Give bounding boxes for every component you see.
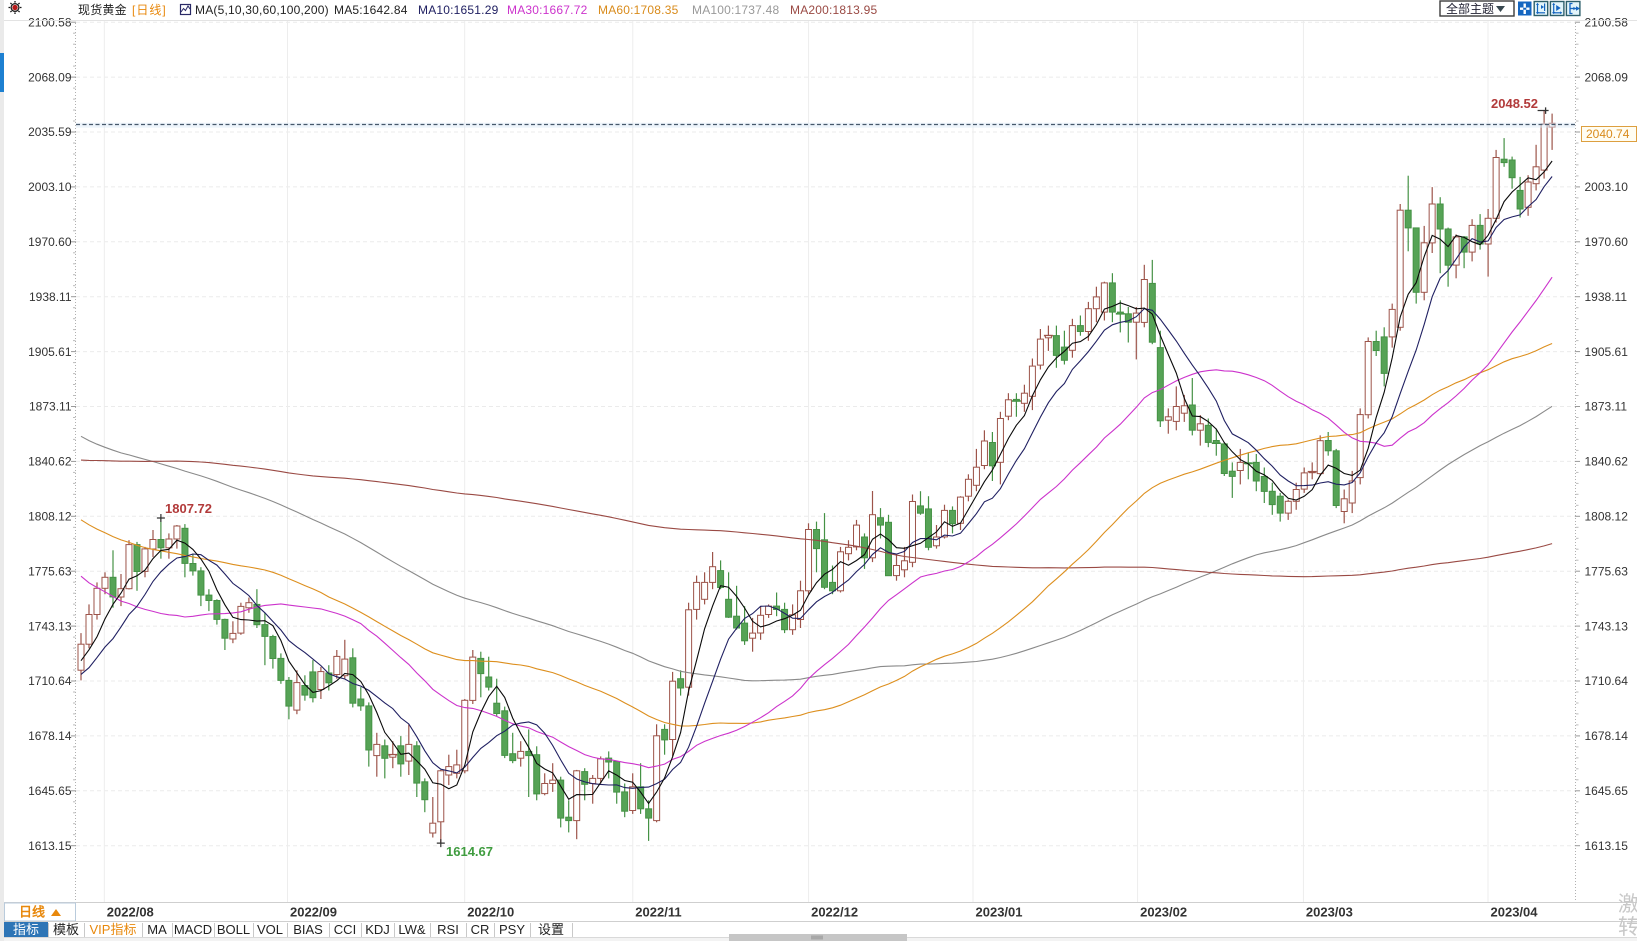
svg-text:现货黄金: 现货黄金 (78, 2, 127, 17)
svg-text:激石: 激石 (1618, 893, 1637, 916)
svg-text:模板: 模板 (53, 922, 79, 937)
svg-text:2022/12: 2022/12 (811, 905, 858, 920)
svg-text:2100.58: 2100.58 (28, 15, 72, 29)
svg-text:2003.10: 2003.10 (28, 180, 72, 194)
svg-text:MA5:1642.84: MA5:1642.84 (334, 3, 408, 17)
svg-text:1938.11: 1938.11 (1585, 290, 1628, 304)
svg-text:2023/04: 2023/04 (1491, 905, 1539, 920)
svg-text:1873.11: 1873.11 (29, 400, 72, 414)
svg-text:1970.60: 1970.60 (28, 235, 72, 249)
svg-text:1678.14: 1678.14 (28, 729, 72, 743)
svg-text:1645.65: 1645.65 (28, 784, 72, 798)
svg-text:1613.15: 1613.15 (28, 839, 72, 853)
svg-text:1938.11: 1938.11 (29, 290, 72, 304)
svg-text:2100.58: 2100.58 (1585, 15, 1629, 29)
svg-text:[日线]: [日线] (132, 3, 167, 17)
svg-text:1775.63: 1775.63 (28, 564, 72, 578)
svg-text:1807.72: 1807.72 (165, 501, 212, 516)
svg-text:CR: CR (471, 922, 490, 937)
svg-text:RSI: RSI (437, 922, 459, 937)
svg-text:1840.62: 1840.62 (28, 455, 72, 469)
svg-text:转载: 转载 (1618, 916, 1637, 939)
svg-text:1970.60: 1970.60 (1585, 235, 1629, 249)
svg-text:全部主题: 全部主题 (1446, 1, 1494, 16)
svg-text:2022/10: 2022/10 (467, 905, 514, 920)
svg-text:日线: 日线 (19, 905, 45, 920)
svg-text:2023/02: 2023/02 (1140, 905, 1187, 920)
svg-text:LW&: LW& (398, 922, 426, 937)
svg-text:1905.61: 1905.61 (28, 345, 72, 359)
svg-text:MA100:1737.48: MA100:1737.48 (692, 3, 779, 17)
svg-text:1840.62: 1840.62 (1585, 455, 1629, 469)
svg-text:1905.61: 1905.61 (1585, 345, 1629, 359)
svg-text:1873.11: 1873.11 (1585, 400, 1628, 414)
svg-text:2023/03: 2023/03 (1306, 905, 1353, 920)
svg-text:MA200:1813.95: MA200:1813.95 (790, 3, 877, 17)
svg-text:2040.74: 2040.74 (1586, 127, 1630, 141)
svg-text:设置: 设置 (538, 922, 564, 937)
svg-text:MA(5,10,30,60,100,200): MA(5,10,30,60,100,200) (195, 3, 329, 17)
svg-text:MA10:1651.29: MA10:1651.29 (418, 3, 499, 17)
svg-text:1678.14: 1678.14 (1585, 729, 1629, 743)
svg-text:2023/01: 2023/01 (976, 905, 1023, 920)
svg-text:2022/08: 2022/08 (107, 905, 154, 920)
svg-text:MA60:1708.35: MA60:1708.35 (598, 3, 679, 17)
svg-text:1710.64: 1710.64 (1585, 674, 1629, 688)
svg-text:2068.09: 2068.09 (28, 70, 72, 84)
svg-text:BIAS: BIAS (293, 922, 323, 937)
svg-text:2022/09: 2022/09 (290, 905, 337, 920)
svg-text:指标: 指标 (13, 922, 39, 937)
svg-text:KDJ: KDJ (365, 922, 390, 937)
svg-text:1614.67: 1614.67 (446, 844, 493, 859)
svg-text:VIP指标: VIP指标 (90, 922, 137, 937)
svg-text:2035.59: 2035.59 (28, 125, 72, 139)
svg-text:2048.52: 2048.52 (1491, 96, 1538, 111)
svg-text:1808.12: 1808.12 (1585, 510, 1629, 524)
svg-text:2003.10: 2003.10 (1585, 180, 1629, 194)
svg-text:1613.15: 1613.15 (1585, 839, 1629, 853)
svg-text:BOLL: BOLL (217, 922, 250, 937)
svg-text:1743.13: 1743.13 (28, 619, 72, 633)
svg-text:2022/11: 2022/11 (635, 905, 681, 920)
svg-text:1743.13: 1743.13 (1585, 619, 1629, 633)
svg-text:MA: MA (147, 922, 167, 937)
svg-text:1645.65: 1645.65 (1585, 784, 1629, 798)
svg-text:VOL: VOL (257, 922, 283, 937)
svg-text:MACD: MACD (174, 922, 212, 937)
svg-text:2068.09: 2068.09 (1585, 70, 1629, 84)
svg-text:1775.63: 1775.63 (1585, 564, 1629, 578)
svg-text:MA30:1667.72: MA30:1667.72 (507, 3, 588, 17)
svg-text:1808.12: 1808.12 (28, 510, 72, 524)
svg-text:CCI: CCI (334, 922, 356, 937)
svg-text:PSY: PSY (499, 922, 525, 937)
svg-text:1710.64: 1710.64 (28, 674, 72, 688)
